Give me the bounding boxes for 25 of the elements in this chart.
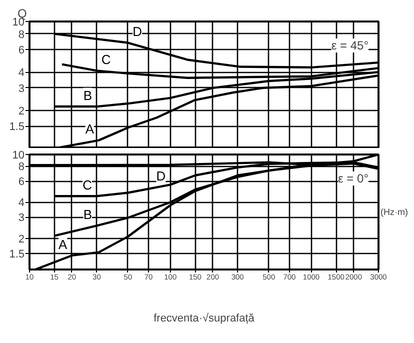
y-tick-label: 8 — [18, 28, 25, 41]
y-tick-label: 2 — [18, 105, 25, 118]
y-tick-label: 3 — [18, 212, 25, 224]
y-tick-label: 2 — [18, 233, 25, 246]
y-tick-label: 10 — [12, 150, 25, 162]
series-label: B — [83, 207, 92, 222]
y-tick-label: 6 — [18, 44, 25, 57]
annotation: ε = 45° — [331, 38, 369, 52]
y-tick-label: 3 — [18, 82, 25, 95]
series-label: C — [82, 178, 92, 193]
text: (Hz·m) — [380, 207, 408, 217]
y-tick-label: 1.5 — [9, 248, 25, 260]
y-tick-label: 1.5 — [9, 121, 25, 134]
series-label: B — [83, 88, 92, 103]
annotation: ε = 0° — [338, 172, 369, 186]
y-tick-label: 8 — [18, 161, 25, 174]
legend-label: A — [58, 236, 68, 252]
series-label: D — [132, 24, 142, 40]
y-tick-label: 4 — [18, 197, 25, 210]
series-label: D — [156, 168, 166, 184]
series-label: C — [101, 52, 111, 67]
series-label: A — [85, 122, 94, 137]
x-axis-title: frecventa·√suprafață — [154, 312, 256, 324]
y-tick-label: 6 — [18, 176, 25, 188]
y-tick-label: 4 — [18, 67, 25, 80]
